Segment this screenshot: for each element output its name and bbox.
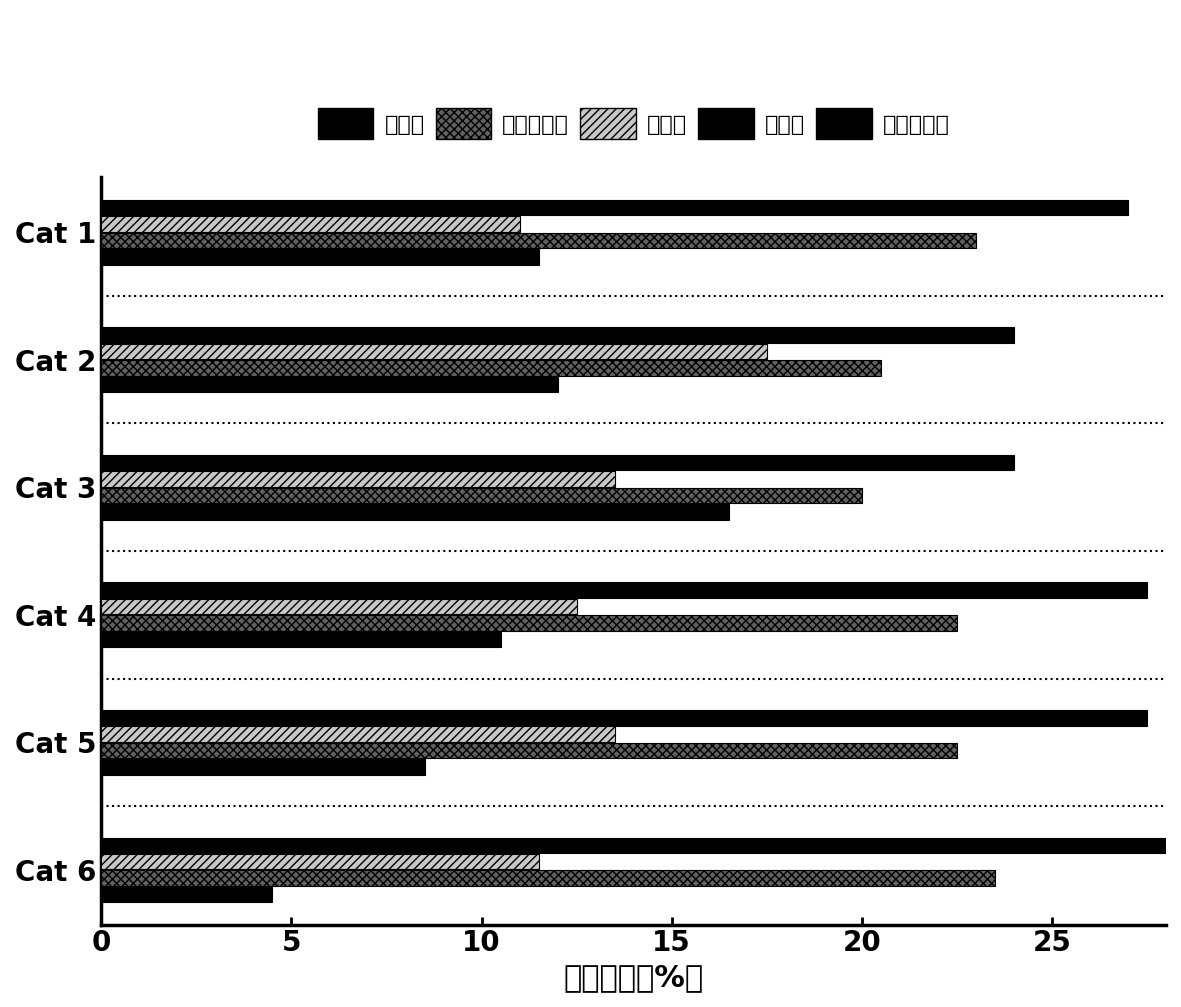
X-axis label: 产物分布（%）: 产物分布（%） (563, 963, 704, 992)
Bar (102, 582, 1147, 598)
Bar (102, 327, 1014, 342)
Bar (102, 199, 1128, 215)
Bar (102, 615, 957, 630)
Bar (102, 377, 557, 392)
Bar (102, 233, 976, 248)
Bar (102, 838, 1166, 853)
Bar (102, 361, 881, 376)
Bar (102, 217, 520, 232)
Bar (102, 631, 501, 648)
Bar (102, 743, 957, 758)
Bar (102, 726, 614, 742)
Bar (102, 343, 766, 359)
Bar (102, 599, 576, 614)
Bar (102, 455, 1014, 470)
Bar (102, 471, 614, 486)
Bar (102, 870, 994, 886)
Bar (102, 487, 862, 504)
Bar (102, 249, 539, 265)
Bar (102, 759, 424, 774)
Legend: 丁二烯, 顺式二丁烯, 异丁烯, 正丁烯, 反式二丁烯: 丁二烯, 顺式二丁烯, 异丁烯, 正丁烯, 反式二丁烯 (309, 99, 959, 148)
Bar (102, 887, 273, 902)
Bar (102, 505, 729, 520)
Bar (102, 854, 539, 869)
Bar (102, 710, 1147, 725)
